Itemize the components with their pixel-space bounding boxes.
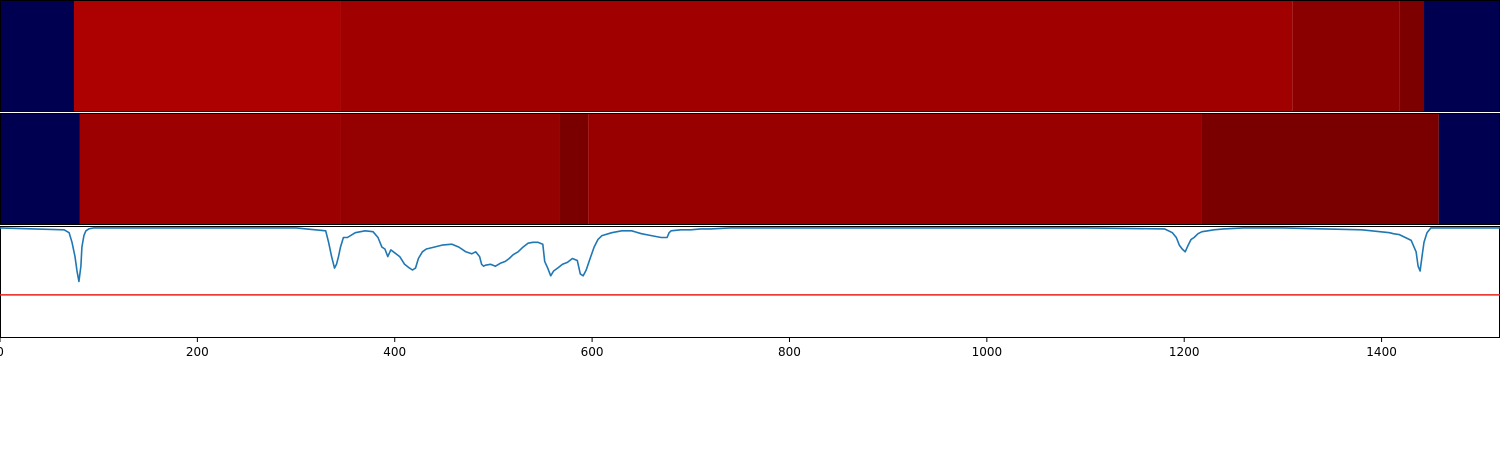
heatmap-segment-2-7	[1438, 113, 1500, 225]
x-tick-label-0: 0	[0, 345, 4, 359]
heatmap-segment-1-6	[1424, 0, 1500, 112]
line-panel-frame	[0, 226, 1500, 338]
x-tick-label-400: 400	[383, 345, 406, 359]
heatmap-segment-2-1	[0, 113, 80, 225]
heatmap-track-1	[0, 0, 1500, 112]
x-tick-label-800: 800	[778, 345, 801, 359]
heatmap-segment-2-3	[340, 113, 560, 225]
heatmap-segment-1-1	[0, 0, 75, 112]
heatmap-segment-1-3	[340, 0, 1293, 112]
heatmap-segment-1-5	[1399, 0, 1425, 112]
heatmap-segment-2-6	[1201, 113, 1439, 225]
heatmap-segment-2-4	[559, 113, 589, 225]
heatmap-track-2	[0, 113, 1500, 225]
x-axis: 0 200 400 600 800 1000 1200 1400	[0, 338, 1397, 359]
x-tick-label-1400: 1400	[1366, 345, 1397, 359]
heatmap-segment-2-2	[79, 113, 341, 225]
line-panel	[0, 226, 1500, 338]
heatmap-segment-2-5	[588, 113, 1202, 225]
heatmap-segment-1-4	[1292, 0, 1400, 112]
x-tick-label-600: 600	[581, 345, 604, 359]
heatmap-segment-1-2	[74, 0, 341, 112]
x-tick-label-200: 200	[186, 345, 209, 359]
x-tick-label-1000: 1000	[972, 345, 1003, 359]
x-tick-label-1200: 1200	[1169, 345, 1200, 359]
series-line	[0, 227, 1500, 283]
